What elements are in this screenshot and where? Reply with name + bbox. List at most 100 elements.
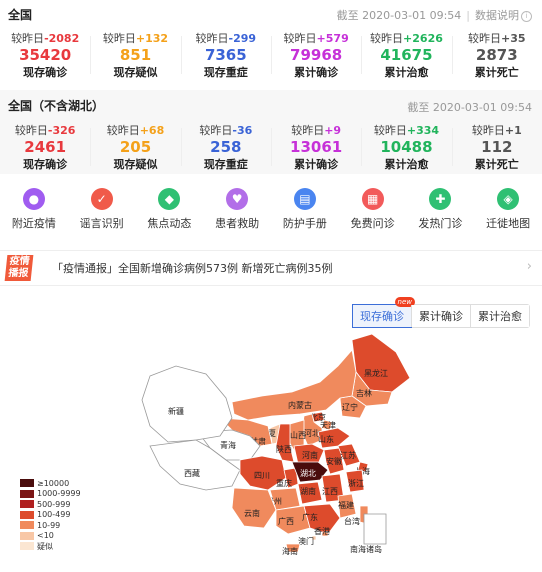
outside-hubei-stat-4: 较昨日+334 10488 累计治愈 [361, 122, 451, 174]
delta-label: 较昨日 [11, 32, 45, 45]
delta-label: 较昨日 [106, 124, 140, 137]
delta-line: 较昨日+9 [271, 122, 361, 138]
province-福建[interactable] [337, 493, 357, 519]
new-badge: new [394, 297, 415, 307]
legend-swatch [20, 510, 34, 519]
delta-value: +579 [316, 32, 349, 45]
service-calendar[interactable]: ▦ 免费问诊 [339, 184, 407, 231]
delta-line: 较昨日+35 [452, 30, 542, 46]
handbook-icon: ▤ [293, 188, 316, 210]
province-内蒙古[interactable] [231, 349, 357, 421]
nation-stat-1: 较昨日+132 851 现存疑似 [90, 30, 180, 80]
stat-label: 累计治愈 [384, 158, 429, 171]
delta-value: -299 [228, 32, 257, 45]
delta-value: +334 [406, 124, 440, 137]
map-legend: ≥10000 1000-9999 500-999 100-499 10-99 <10 疑似 [20, 478, 81, 552]
province-label: 香港 [314, 526, 330, 536]
service-heart[interactable]: ♥ 患者救助 [203, 184, 271, 231]
service-rumor-check[interactable]: ✓ 谣言识别 [68, 184, 136, 231]
province-label: 河南 [302, 450, 318, 460]
province-label: 甘肃 [250, 436, 266, 446]
province-澳门[interactable] [311, 535, 317, 541]
province-山东[interactable] [317, 427, 351, 449]
province-南海诸岛[interactable] [363, 513, 387, 545]
calendar-icon: ▦ [361, 188, 384, 210]
delta-value: +2626 [403, 32, 443, 45]
data-explain-link[interactable]: 数据说明 [475, 9, 519, 22]
rumor-check-icon: ✓ [90, 188, 113, 210]
nation-stat-5: 较昨日+35 2873 累计死亡 [451, 30, 542, 80]
map-tabs: 现存确诊 new 累计确诊 累计治愈 [352, 297, 530, 328]
legend-label: 疑似 [37, 541, 53, 551]
nation-stat-0: 较昨日-2082 35420 现存确诊 [0, 30, 90, 80]
delta-line: 较昨日-36 [181, 122, 271, 138]
outside-hubei-stat-3: 较昨日+9 13061 累计确诊 [270, 122, 361, 174]
province-安徽[interactable] [323, 447, 345, 475]
province-label: 广西 [278, 516, 294, 526]
province-label: 辽宁 [342, 402, 358, 412]
service-clinic[interactable]: ✚ 发热门诊 [407, 184, 475, 231]
service-handbook[interactable]: ▤ 防护手册 [271, 184, 339, 231]
province-河南[interactable] [293, 443, 325, 465]
province-label: 贵州 [266, 496, 282, 506]
legend-item: 500-999 [20, 499, 81, 510]
legend-swatch [20, 489, 34, 498]
province-label: 安徽 [326, 456, 342, 466]
nation-stat-4: 较昨日+2626 41675 累计治愈 [361, 30, 451, 80]
service-label: 患者救助 [215, 217, 260, 230]
service-migration-map[interactable]: ◈ 迁徙地图 [474, 184, 542, 231]
service-label: 谣言识别 [79, 217, 124, 230]
stat-value: 35420 [19, 46, 72, 64]
province-label: 青海 [220, 440, 236, 450]
update-time: 截至 2020-03-01 09:54 [336, 9, 462, 22]
province-西藏[interactable] [149, 439, 241, 491]
province-海南[interactable] [285, 543, 301, 553]
province-新疆[interactable] [141, 365, 233, 443]
tab-current-confirmed[interactable]: 现存确诊 new [352, 297, 415, 328]
news-ticker[interactable]: 疫情 播报 「疫情通报」全国新增确诊病例573例 新增死亡病例35例 › [0, 250, 542, 286]
province-香港[interactable] [321, 531, 329, 537]
info-icon[interactable]: i [521, 10, 532, 22]
province-四川[interactable] [239, 455, 287, 491]
news-headline[interactable]: 「疫情通报」全国新增确诊病例573例 新增死亡病例35例 [52, 262, 333, 275]
tab-total-cured[interactable]: 累计治愈 [470, 305, 529, 327]
province-广东[interactable] [303, 503, 341, 535]
province-湖北[interactable] [291, 461, 329, 483]
province-label: 南海诸岛 [350, 544, 382, 554]
province-上海[interactable] [357, 461, 369, 473]
stat-value: 112 [481, 138, 513, 156]
legend-label: 10-99 [37, 520, 61, 530]
service-location-pin[interactable]: ● 附近疫情 [0, 184, 68, 231]
province-label: 湖北 [300, 469, 316, 478]
stat-value: 205 [119, 138, 152, 156]
stat-label: 累计确诊 [294, 158, 339, 171]
province-label: 河北 [304, 428, 320, 438]
chevron-right-icon[interactable]: › [526, 259, 532, 274]
outside-hubei-stat-0: 较昨日-326 2461 现存确诊 [0, 122, 90, 174]
province-浙江[interactable] [345, 469, 365, 493]
service-focus-news[interactable]: ◆ 焦点动态 [136, 184, 204, 231]
province-label: 云南 [244, 508, 260, 518]
delta-label: 较昨日 [102, 32, 136, 45]
province-label: 广东 [302, 512, 318, 522]
delta-value: +132 [135, 32, 169, 45]
province-label: 西藏 [184, 468, 200, 478]
province-湖南[interactable] [297, 481, 323, 505]
service-label: 附近疫情 [11, 217, 56, 230]
province-云南[interactable] [231, 487, 277, 529]
stat-value: 10488 [380, 138, 433, 156]
china-epidemic-map: 黑龙江吉林辽宁内蒙古北京天津河北山西山东宁夏甘肃陕西河南青海新疆西藏四川重庆湖北… [141, 333, 411, 556]
legend-item: 1000-9999 [20, 489, 81, 500]
province-label: 黑龙江 [364, 368, 388, 378]
legend-item: 100-499 [20, 510, 81, 521]
province-label: 四川 [254, 471, 270, 480]
service-label: 发热门诊 [418, 217, 463, 230]
delta-label: 较昨日 [283, 32, 317, 45]
service-label: 免费问诊 [350, 217, 395, 230]
clinic-icon: ✚ [429, 188, 452, 210]
tab-total-confirmed[interactable]: 累计确诊 [411, 305, 470, 327]
legend-label: 1000-9999 [37, 489, 81, 499]
province-广西[interactable] [275, 505, 311, 535]
province-label: 澳门 [298, 536, 314, 546]
province-贵州[interactable] [269, 487, 301, 511]
